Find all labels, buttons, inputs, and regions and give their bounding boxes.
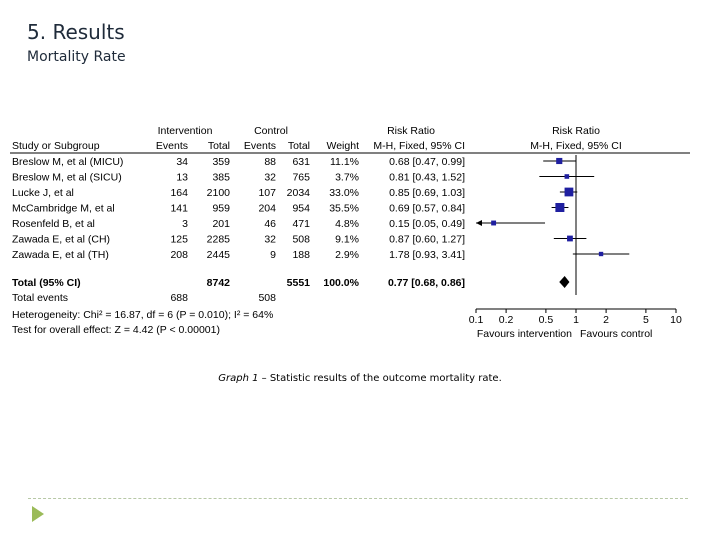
heterogeneity-text: Heterogeneity: Chi² = 16.87, df = 6 (P =… bbox=[12, 309, 273, 321]
study-ctl-events: 107 bbox=[258, 187, 276, 199]
study-ctl-events: 32 bbox=[264, 172, 276, 184]
study-int-total: 2100 bbox=[207, 187, 231, 199]
header-int-total: Total bbox=[208, 140, 230, 152]
study-ctl-total: 471 bbox=[292, 218, 310, 230]
study-point bbox=[564, 187, 574, 197]
study-int-events: 164 bbox=[170, 187, 188, 199]
study-weight: 2.9% bbox=[335, 249, 359, 261]
total-label: Total (95% CI) bbox=[12, 277, 81, 289]
total-diamond bbox=[559, 276, 570, 288]
study-name: Zawada E, et al (CH) bbox=[12, 234, 110, 246]
study-weight: 35.5% bbox=[329, 203, 359, 215]
events-int: 688 bbox=[170, 292, 188, 304]
study-point bbox=[555, 203, 565, 212]
study-int-total: 201 bbox=[212, 218, 230, 230]
study-ctl-events: 46 bbox=[264, 218, 276, 230]
axis-label-left: Favours intervention bbox=[477, 328, 572, 340]
caption-label: Graph 1 bbox=[218, 373, 259, 384]
study-ctl-total: 508 bbox=[292, 234, 310, 246]
study-int-events: 125 bbox=[170, 234, 188, 246]
study-weight: 3.7% bbox=[335, 172, 359, 184]
study-name: Breslow M, et al (SICU) bbox=[12, 172, 122, 184]
study-int-events: 141 bbox=[170, 203, 188, 215]
axis-label-right: Favours control bbox=[580, 328, 652, 340]
x-tick-label: 0.2 bbox=[499, 314, 514, 326]
study-point bbox=[567, 235, 573, 242]
study-ctl-total: 954 bbox=[292, 203, 310, 215]
study-int-total: 385 bbox=[212, 172, 230, 184]
header-ctl-events: Events bbox=[244, 140, 276, 152]
study-name: Zawada E, et al (TH) bbox=[12, 249, 109, 261]
caption-text: – Statistic results of the outcome morta… bbox=[258, 373, 502, 384]
study-ci-text: 0.81 [0.43, 1.52] bbox=[389, 172, 465, 184]
total-ci-text: 0.77 [0.68, 0.86] bbox=[388, 277, 465, 289]
study-ctl-events: 9 bbox=[270, 249, 276, 261]
total-ctl-total: 5551 bbox=[287, 277, 311, 289]
x-tick-label: 10 bbox=[670, 314, 682, 326]
study-ctl-events: 32 bbox=[264, 234, 276, 246]
study-point bbox=[491, 220, 497, 226]
study-weight: 4.8% bbox=[335, 218, 359, 230]
header-risk-ratio: Risk Ratio bbox=[387, 125, 435, 137]
study-int-events: 3 bbox=[182, 218, 188, 230]
study-int-total: 959 bbox=[212, 203, 230, 215]
slide-title: 5. Results bbox=[27, 20, 125, 44]
study-weight: 33.0% bbox=[329, 187, 359, 199]
study-ci-text: 0.85 [0.69, 1.03] bbox=[389, 187, 465, 199]
events-ctl: 508 bbox=[258, 292, 276, 304]
header-ctl-total: Total bbox=[288, 140, 310, 152]
slide-subtitle: Mortality Rate bbox=[27, 49, 126, 65]
header-intervention: Intervention bbox=[158, 125, 213, 137]
header-control: Control bbox=[254, 125, 288, 137]
study-weight: 9.1% bbox=[335, 234, 359, 246]
x-tick-label: 2 bbox=[603, 314, 609, 326]
study-int-events: 208 bbox=[170, 249, 188, 261]
header-risk-ratio-plot: Risk Ratio bbox=[552, 125, 600, 137]
study-ci-text: 0.87 [0.60, 1.27] bbox=[389, 234, 465, 246]
study-int-events: 34 bbox=[176, 156, 188, 168]
study-ci-text: 1.78 [0.93, 3.41] bbox=[389, 249, 465, 261]
study-ctl-events: 204 bbox=[258, 203, 276, 215]
study-int-events: 13 bbox=[176, 172, 188, 184]
total-weight: 100.0% bbox=[323, 277, 359, 289]
study-weight: 11.1% bbox=[330, 156, 359, 168]
study-ctl-total: 631 bbox=[292, 156, 310, 168]
footer-divider bbox=[28, 498, 688, 499]
study-int-total: 359 bbox=[212, 156, 230, 168]
study-ctl-total: 188 bbox=[292, 249, 310, 261]
figure-caption: Graph 1 – Statistic results of the outco… bbox=[0, 373, 720, 384]
header-int-events: Events bbox=[156, 140, 188, 152]
study-point bbox=[598, 251, 604, 257]
study-name: Breslow M, et al (MICU) bbox=[12, 156, 123, 168]
x-tick-label: 1 bbox=[573, 314, 579, 326]
total-int-total: 8742 bbox=[207, 277, 231, 289]
x-tick-label: 0.5 bbox=[539, 314, 554, 326]
header-method-plot: M-H, Fixed, 95% CI bbox=[530, 140, 622, 152]
study-ctl-total: 765 bbox=[292, 172, 310, 184]
header-study: Study or Subgroup bbox=[12, 140, 100, 152]
study-int-total: 2285 bbox=[207, 234, 231, 246]
x-tick-label: 0.1 bbox=[469, 314, 484, 326]
x-tick-label: 5 bbox=[643, 314, 649, 326]
study-point bbox=[556, 157, 563, 165]
header-method: M-H, Fixed, 95% CI bbox=[373, 140, 465, 152]
study-name: Rosenfeld B, et al bbox=[12, 218, 95, 230]
overall-effect-text: Test for overall effect: Z = 4.42 (P < 0… bbox=[12, 324, 220, 336]
forest-plot: Intervention Control Risk Ratio Risk Ratio S… bbox=[10, 125, 690, 340]
study-ci-text: 0.15 [0.05, 0.49] bbox=[389, 218, 465, 230]
study-int-total: 2445 bbox=[207, 249, 231, 261]
events-label: Total events bbox=[12, 292, 68, 304]
study-ctl-events: 88 bbox=[264, 156, 276, 168]
study-ci-arrow bbox=[476, 220, 482, 226]
study-ci-text: 0.69 [0.57, 0.84] bbox=[389, 203, 465, 215]
study-point bbox=[564, 174, 570, 179]
study-name: Lucke J, et al bbox=[12, 187, 74, 199]
study-name: McCambridge M, et al bbox=[12, 203, 115, 215]
header-weight: Weight bbox=[327, 140, 360, 152]
slide-bullet-icon bbox=[32, 506, 44, 522]
study-ctl-total: 2034 bbox=[287, 187, 311, 199]
study-ci-text: 0.68 [0.47, 0.99] bbox=[389, 156, 465, 168]
